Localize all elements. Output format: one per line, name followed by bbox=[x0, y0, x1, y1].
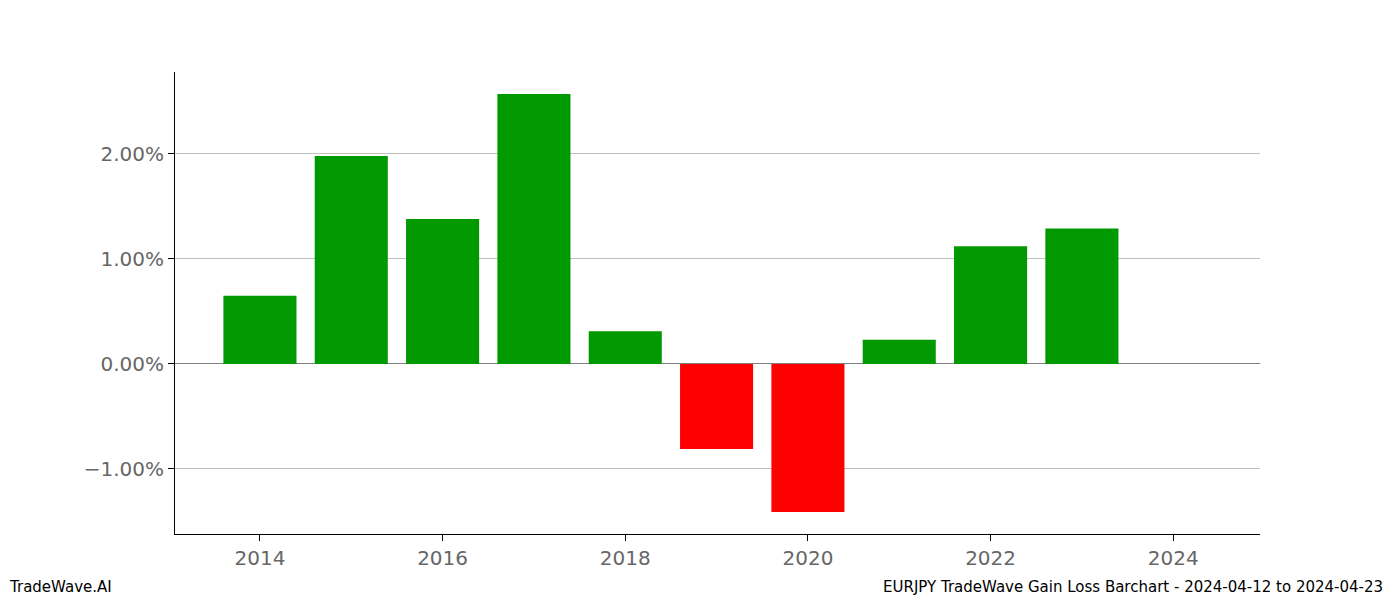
svg-text:1.00%: 1.00% bbox=[100, 247, 164, 271]
svg-text:2024: 2024 bbox=[1148, 546, 1199, 570]
svg-text:2018: 2018 bbox=[600, 546, 651, 570]
svg-text:0.00%: 0.00% bbox=[100, 352, 164, 376]
svg-text:2022: 2022 bbox=[965, 546, 1016, 570]
svg-text:TradeWave.AI: TradeWave.AI bbox=[9, 578, 112, 596]
svg-text:2016: 2016 bbox=[417, 546, 468, 570]
svg-text:−1.00%: −1.00% bbox=[84, 457, 164, 481]
svg-text:2.00%: 2.00% bbox=[100, 142, 164, 166]
svg-text:2014: 2014 bbox=[234, 546, 285, 570]
svg-text:EURJPY TradeWave Gain Loss Bar: EURJPY TradeWave Gain Loss Barchart - 20… bbox=[883, 578, 1383, 596]
svg-text:2020: 2020 bbox=[782, 546, 833, 570]
